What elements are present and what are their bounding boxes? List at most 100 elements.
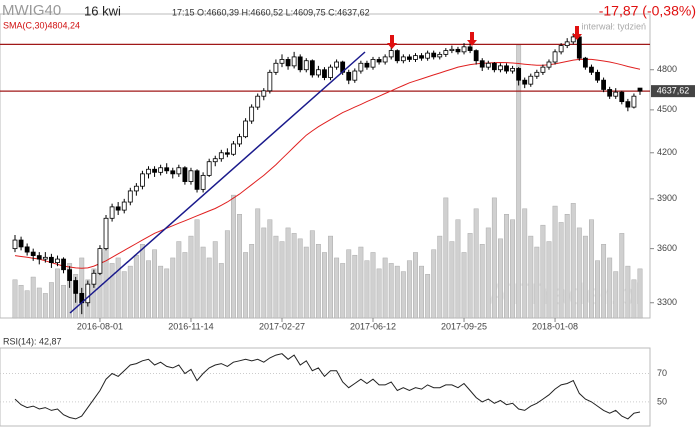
- candle-body: [103, 217, 109, 250]
- candle-body: [18, 239, 24, 248]
- candle-body: [498, 65, 503, 71]
- candle-body: [540, 66, 546, 73]
- candle-body: [42, 256, 48, 260]
- arrow: [467, 32, 477, 46]
- volume-bar: [115, 257, 121, 319]
- candle-body: [558, 45, 564, 53]
- volume-bar: [382, 257, 388, 319]
- volume-bar: [315, 244, 321, 319]
- arrow: [572, 26, 582, 40]
- volume-bar: [540, 224, 546, 319]
- candle-body: [528, 75, 534, 85]
- y-tick-label: 4200: [657, 147, 677, 157]
- volume-bar: [24, 290, 30, 319]
- candle-body: [115, 206, 121, 211]
- candle-body: [491, 62, 497, 71]
- candle-body: [127, 190, 133, 203]
- volume-bar: [619, 233, 625, 319]
- volume-bar: [237, 214, 242, 319]
- candle-body: [30, 251, 36, 256]
- candle-body: [364, 62, 370, 68]
- volume-bar: [601, 244, 607, 319]
- y-tick-label: 3600: [657, 243, 677, 253]
- candle-body: [607, 89, 613, 97]
- y-tick-label: 3300: [657, 297, 677, 307]
- candle-body: [461, 46, 467, 53]
- candle-body: [407, 56, 412, 60]
- candle-body: [36, 255, 42, 260]
- volume-bar: [158, 265, 164, 319]
- volume-bar: [522, 208, 528, 319]
- volume-bar: [139, 244, 145, 319]
- candle-body: [12, 239, 18, 250]
- volume-bar: [364, 260, 370, 319]
- candle-body: [261, 90, 267, 97]
- candle-body: [570, 36, 576, 43]
- rsi-tick-label: 50: [657, 396, 667, 406]
- volume-bar: [473, 208, 479, 319]
- candle-body: [370, 59, 376, 68]
- candle-body: [413, 55, 418, 60]
- sma-line: [14, 58, 641, 269]
- volume-bar: [552, 205, 558, 319]
- x-tick-label: 2017-06-12: [350, 321, 396, 331]
- candle-body: [237, 136, 242, 145]
- title: MWIG40: [2, 2, 61, 19]
- candle-body: [164, 167, 170, 172]
- candle-body: [285, 59, 291, 67]
- close-label: 4637,62: [657, 86, 690, 96]
- candle-body: [206, 161, 212, 176]
- candle-body: [73, 280, 79, 294]
- volume-bar: [152, 249, 158, 319]
- arrows: [387, 26, 582, 49]
- volume-bar: [249, 244, 255, 319]
- volume-bar: [36, 287, 42, 319]
- candle-body: [243, 120, 248, 138]
- candle-body: [121, 201, 127, 211]
- candle-body: [473, 50, 479, 62]
- volume-bar: [400, 271, 406, 319]
- volume-bar: [255, 208, 261, 319]
- volume-bar: [613, 271, 619, 319]
- volume-bar: [322, 252, 327, 319]
- volume-bar: [625, 265, 631, 319]
- volume-bar: [285, 227, 291, 319]
- volume-bar: [346, 249, 352, 319]
- candle-body: [273, 62, 279, 73]
- volume-bar: [485, 227, 491, 319]
- candle-body: [212, 158, 218, 163]
- candle-body: [425, 52, 431, 59]
- candle-body: [67, 269, 73, 281]
- candle-body: [619, 91, 625, 103]
- volume-bar: [230, 194, 236, 319]
- volume-bar: [394, 265, 400, 319]
- candle-body: [352, 70, 358, 81]
- volume-bar: [589, 219, 594, 319]
- volume-bar: [504, 214, 509, 319]
- volume-bar: [455, 219, 461, 319]
- candle-body: [522, 79, 528, 85]
- candle-body: [158, 167, 164, 173]
- volume-bar: [449, 241, 455, 319]
- volume-bar: [170, 257, 176, 319]
- candle-body: [358, 62, 364, 72]
- volume-bar: [303, 246, 309, 319]
- x-tick-label: 2016-08-01: [77, 321, 123, 331]
- volume-bar: [243, 252, 249, 319]
- candle-body: [91, 272, 97, 285]
- candle-body: [595, 71, 600, 81]
- volume-bar: [491, 197, 497, 319]
- volume-bar: [461, 252, 467, 319]
- volume-bar: [358, 246, 364, 319]
- x-tick-label: 2018-01-08: [532, 321, 578, 331]
- candle-body: [346, 71, 352, 81]
- volume-bar: [479, 244, 485, 319]
- volume-bar: [146, 260, 151, 319]
- volume-bar: [534, 246, 540, 319]
- candle-body: [564, 41, 570, 46]
- volume-bar: [55, 268, 60, 319]
- candle-body: [152, 168, 157, 173]
- trendline: [69, 51, 366, 314]
- candle-body: [315, 69, 321, 76]
